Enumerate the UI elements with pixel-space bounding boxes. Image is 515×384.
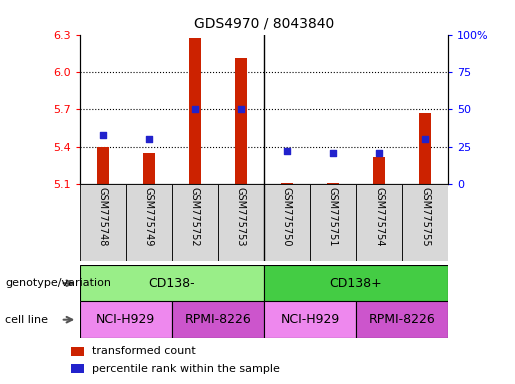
Bar xyxy=(143,153,154,184)
Text: GSM775752: GSM775752 xyxy=(190,187,200,247)
Text: GSM775755: GSM775755 xyxy=(420,187,430,247)
Bar xyxy=(373,157,385,184)
Bar xyxy=(264,265,448,301)
Bar xyxy=(126,184,172,261)
Point xyxy=(375,150,383,156)
Point xyxy=(99,132,107,138)
Text: RPMI-8226: RPMI-8226 xyxy=(369,313,435,326)
Bar xyxy=(327,183,339,184)
Bar xyxy=(402,184,448,261)
Text: CD138+: CD138+ xyxy=(330,277,382,290)
Text: transformed count: transformed count xyxy=(92,346,196,356)
Bar xyxy=(356,184,402,261)
Bar xyxy=(419,113,431,184)
Text: GSM775751: GSM775751 xyxy=(328,187,338,247)
Text: cell line: cell line xyxy=(5,314,48,325)
Point xyxy=(145,136,153,142)
Text: GSM775749: GSM775749 xyxy=(144,187,154,247)
Bar xyxy=(80,301,172,338)
Text: GSM775748: GSM775748 xyxy=(98,187,108,247)
Bar xyxy=(189,38,201,184)
Bar xyxy=(356,301,448,338)
Text: NCI-H929: NCI-H929 xyxy=(96,313,156,326)
Bar xyxy=(97,147,109,184)
Bar xyxy=(172,184,218,261)
Text: NCI-H929: NCI-H929 xyxy=(280,313,339,326)
Bar xyxy=(310,184,356,261)
Bar xyxy=(218,184,264,261)
Bar xyxy=(264,184,310,261)
Bar xyxy=(281,183,293,184)
Text: GSM775753: GSM775753 xyxy=(236,187,246,247)
Text: genotype/variation: genotype/variation xyxy=(5,278,111,288)
Text: CD138-: CD138- xyxy=(148,277,195,290)
Text: percentile rank within the sample: percentile rank within the sample xyxy=(92,364,280,374)
Bar xyxy=(71,347,84,356)
Point xyxy=(237,106,245,113)
Text: RPMI-8226: RPMI-8226 xyxy=(184,313,251,326)
Point xyxy=(191,106,199,113)
Bar xyxy=(80,184,126,261)
Point xyxy=(421,136,429,142)
Bar xyxy=(264,301,356,338)
Bar xyxy=(80,265,264,301)
Point xyxy=(329,150,337,156)
Title: GDS4970 / 8043840: GDS4970 / 8043840 xyxy=(194,17,334,31)
Text: GSM775750: GSM775750 xyxy=(282,187,292,247)
Text: GSM775754: GSM775754 xyxy=(374,187,384,247)
Bar xyxy=(235,58,247,184)
Bar xyxy=(71,364,84,373)
Bar xyxy=(172,301,264,338)
Point xyxy=(283,148,291,154)
